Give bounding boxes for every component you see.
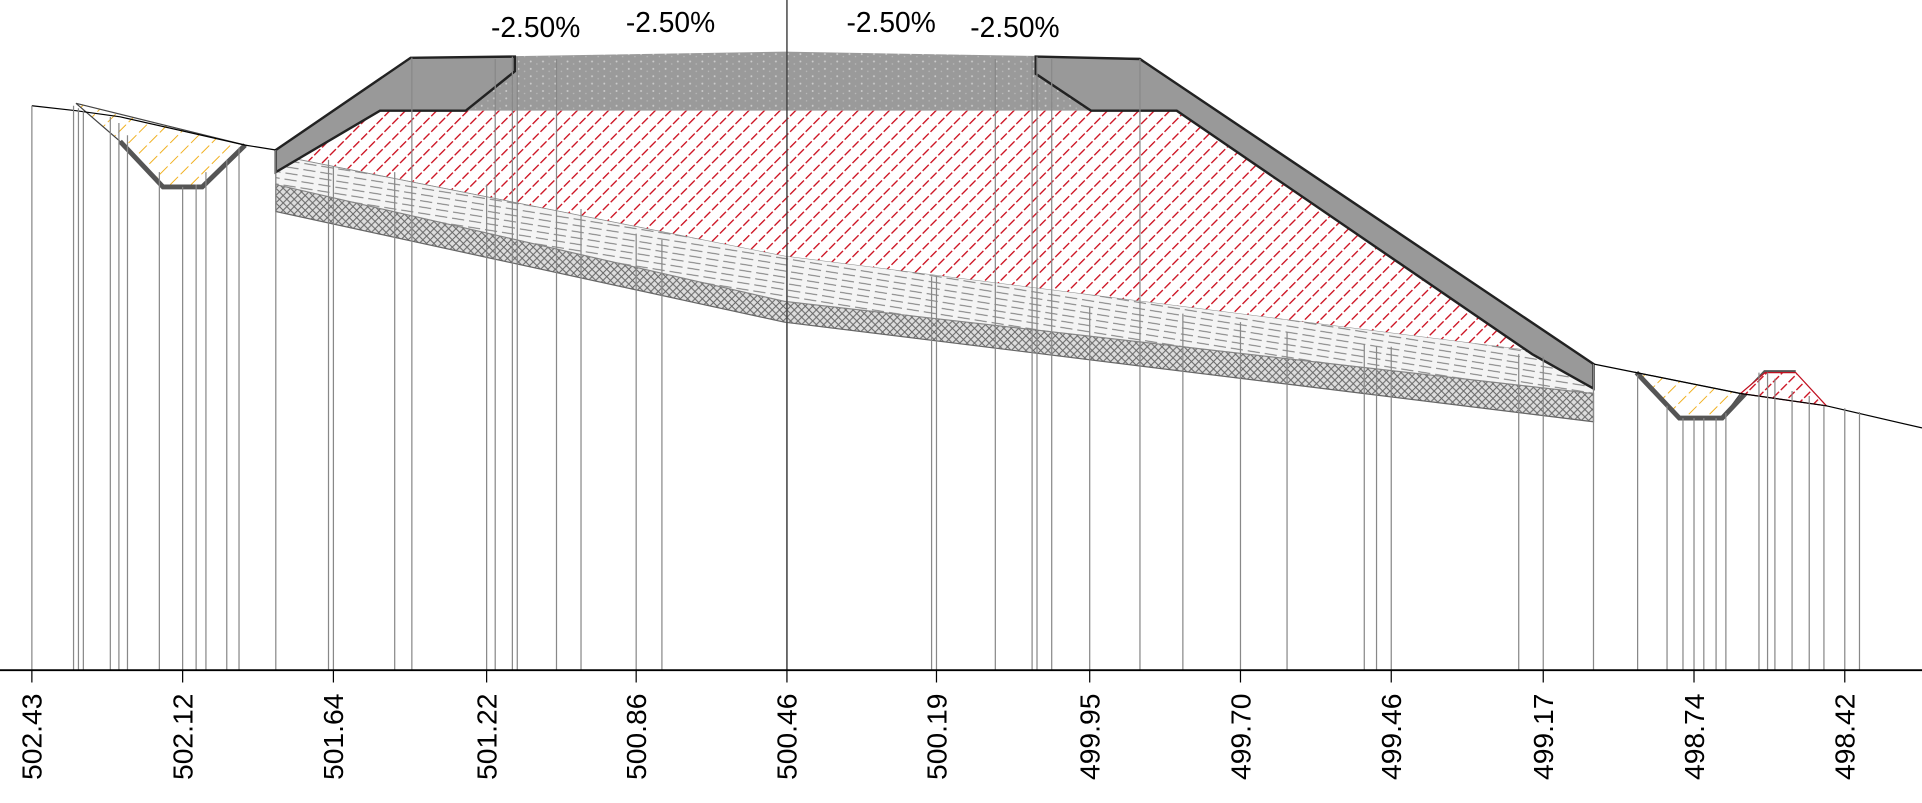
embankment-slope-layer: [274, 55, 517, 175]
station-label: 500.86: [620, 694, 652, 780]
station-label: 499.46: [1375, 694, 1407, 780]
station-label: 498.42: [1829, 694, 1861, 780]
strata: [75, 51, 1829, 423]
slope-label: -2.50%: [846, 6, 935, 38]
slope-label: -2.50%: [626, 6, 715, 38]
station-label: 499.70: [1224, 694, 1256, 780]
slope-label: -2.50%: [970, 11, 1059, 43]
slope-label: -2.50%: [491, 11, 580, 43]
station-label: 499.95: [1074, 694, 1106, 780]
station-label: 501.22: [470, 694, 502, 780]
right-ditch: [1634, 371, 1742, 419]
station-label: 498.74: [1678, 694, 1710, 780]
station-labels: 502.43 502.12 501.64 501.22 500.86 500.46 500.…: [16, 670, 1861, 780]
station-label: 502.12: [166, 694, 198, 780]
pavement-layer: [379, 51, 1177, 111]
ground-line: [31, 105, 1922, 429]
station-label: 501.64: [317, 694, 349, 780]
station-label: 500.46: [771, 694, 803, 780]
station-label: 502.43: [16, 694, 48, 780]
embankment-slope-layer: [1034, 55, 1595, 391]
station-label: 500.19: [920, 694, 952, 780]
station-label: 499.17: [1527, 694, 1559, 780]
right-berm: [1739, 371, 1829, 407]
left-ditch: [75, 102, 247, 188]
fill-embankment: [291, 110, 1533, 351]
